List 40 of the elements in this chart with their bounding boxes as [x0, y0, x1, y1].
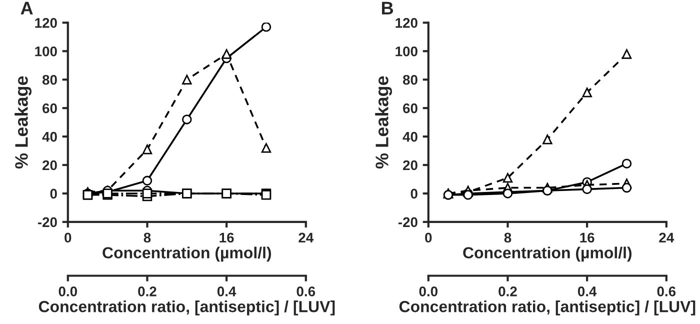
x-tick-label: 16	[220, 232, 234, 243]
y-tick-label: -20	[398, 217, 418, 228]
x-axis-title: Concentration (µmol/l)	[463, 246, 632, 262]
y-tick-label: -20	[38, 217, 57, 228]
y-tick-label: 0	[410, 188, 418, 199]
y-tick-label: 80	[402, 74, 418, 85]
x-tick-label: 0	[64, 232, 72, 243]
y-tick-label: 60	[42, 103, 57, 114]
x2-tick-label: 0.4	[578, 286, 597, 296]
y-tick-label: 0	[50, 188, 57, 199]
chart-title: A	[20, 2, 33, 14]
y-tick-label: 80	[42, 74, 57, 85]
x2-tick-label: 0.2	[138, 286, 156, 296]
x2-axis-title: Concentration ratio, [antiseptic] / [LUV]	[38, 300, 335, 316]
x2-axis-title: Concentration ratio, [antiseptic] / [LUV]	[399, 300, 696, 316]
x-tick-label: 24	[298, 232, 314, 242]
y-axis-title: % Leakage	[14, 76, 32, 169]
y-tick-label: 20	[42, 160, 57, 170]
y-tick-label: 40	[42, 132, 57, 142]
x2-tick-label: 0.6	[296, 286, 316, 296]
x2-tick-label: 0.2	[498, 286, 517, 296]
x2-tick-label: 0.0	[58, 286, 77, 296]
y-tick-label: 120	[396, 18, 418, 28]
y-tick-label: 60	[403, 103, 418, 114]
x-tick-label: 8	[144, 232, 151, 243]
y-tick-label: 100	[35, 46, 57, 56]
x2-tick-label: 0.4	[217, 286, 236, 296]
x2-tick-label: 0.0	[419, 286, 438, 296]
y-tick-label: 40	[402, 132, 418, 142]
y-tick-label: 120	[35, 18, 57, 28]
x-tick-label: 0	[425, 232, 432, 243]
x-tick-label: 24	[659, 232, 674, 242]
x-axis-title: Concentration (µmol/l)	[102, 246, 272, 262]
y-axis-title: % Leakage	[375, 76, 392, 169]
x-tick-label: 16	[580, 232, 594, 243]
y-tick-label: 20	[403, 160, 418, 170]
chart-title: B	[382, 2, 394, 14]
y-tick-label: 100	[396, 46, 418, 56]
x-tick-label: 8	[504, 232, 512, 243]
x2-tick-label: 0.6	[657, 286, 676, 296]
